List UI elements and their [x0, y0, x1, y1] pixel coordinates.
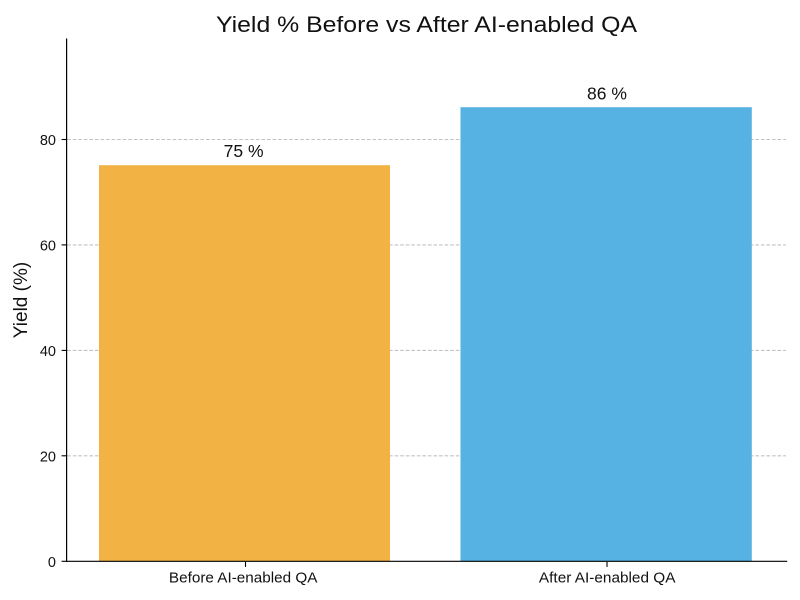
svg-text:Before AI-enabled QA: Before AI-enabled QA	[169, 569, 318, 586]
svg-text:40: 40	[40, 344, 56, 360]
svg-text:Yield (%): Yield (%)	[11, 262, 32, 338]
svg-text:86 %: 86 %	[587, 83, 627, 103]
svg-text:Yield % Before vs After AI-ena: Yield % Before vs After AI-enabled QA	[216, 12, 637, 37]
svg-text:20: 20	[40, 450, 56, 466]
svg-text:75 %: 75 %	[224, 141, 264, 161]
svg-text:60: 60	[40, 239, 56, 255]
svg-text:0: 0	[48, 555, 56, 571]
svg-text:After AI-enabled QA: After AI-enabled QA	[539, 569, 676, 586]
svg-text:80: 80	[40, 133, 56, 149]
